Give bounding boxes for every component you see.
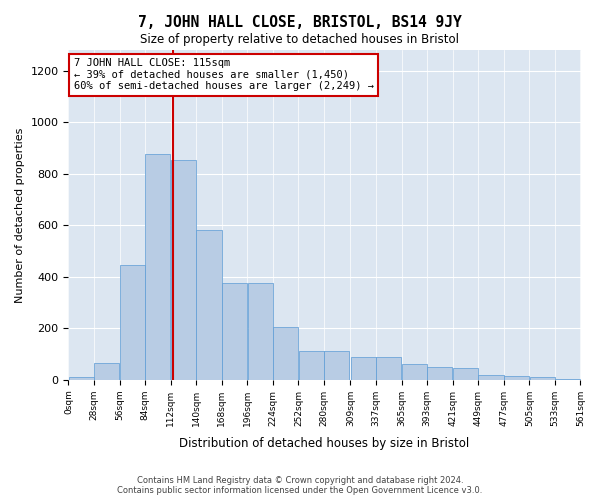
Bar xyxy=(94,363,119,380)
Bar xyxy=(196,230,221,380)
Bar xyxy=(555,378,580,380)
Y-axis label: Number of detached properties: Number of detached properties xyxy=(15,127,25,302)
Bar xyxy=(273,327,298,380)
Bar xyxy=(171,160,196,380)
Bar xyxy=(145,154,170,380)
Bar xyxy=(324,352,349,380)
Bar xyxy=(350,356,376,380)
Text: Size of property relative to detached houses in Bristol: Size of property relative to detached ho… xyxy=(140,32,460,46)
Bar xyxy=(120,265,145,380)
Bar xyxy=(478,374,503,380)
Bar xyxy=(222,283,247,380)
Bar xyxy=(453,368,478,380)
Bar xyxy=(299,352,324,380)
Bar xyxy=(402,364,427,380)
Text: 7, JOHN HALL CLOSE, BRISTOL, BS14 9JY: 7, JOHN HALL CLOSE, BRISTOL, BS14 9JY xyxy=(138,15,462,30)
Bar xyxy=(68,377,94,380)
Bar xyxy=(376,356,401,380)
Bar xyxy=(504,376,529,380)
Bar xyxy=(427,367,452,380)
Bar xyxy=(530,376,555,380)
X-axis label: Distribution of detached houses by size in Bristol: Distribution of detached houses by size … xyxy=(179,437,470,450)
Text: Contains HM Land Registry data © Crown copyright and database right 2024.
Contai: Contains HM Land Registry data © Crown c… xyxy=(118,476,482,495)
Bar xyxy=(248,283,272,380)
Text: 7 JOHN HALL CLOSE: 115sqm
← 39% of detached houses are smaller (1,450)
60% of se: 7 JOHN HALL CLOSE: 115sqm ← 39% of detac… xyxy=(74,58,374,92)
